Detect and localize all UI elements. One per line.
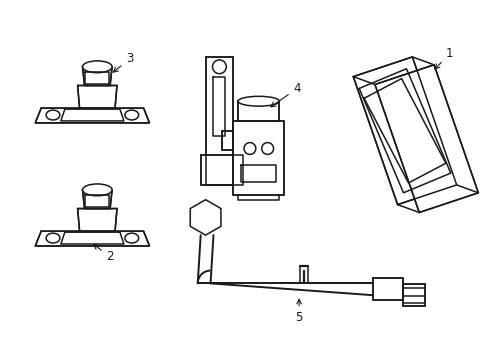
Polygon shape bbox=[78, 208, 117, 231]
Polygon shape bbox=[200, 156, 243, 185]
Ellipse shape bbox=[82, 61, 112, 73]
Polygon shape bbox=[35, 231, 149, 246]
Polygon shape bbox=[352, 57, 456, 204]
Text: 4: 4 bbox=[270, 82, 300, 107]
Polygon shape bbox=[78, 85, 117, 108]
Polygon shape bbox=[374, 65, 477, 212]
Text: 1: 1 bbox=[434, 48, 452, 69]
Text: 3: 3 bbox=[113, 53, 133, 72]
Polygon shape bbox=[233, 121, 284, 195]
Polygon shape bbox=[35, 108, 149, 123]
Polygon shape bbox=[82, 67, 112, 85]
Polygon shape bbox=[190, 200, 221, 235]
Ellipse shape bbox=[261, 143, 273, 154]
Polygon shape bbox=[222, 131, 233, 150]
Polygon shape bbox=[402, 284, 424, 306]
Ellipse shape bbox=[82, 184, 112, 196]
Ellipse shape bbox=[238, 96, 279, 106]
Ellipse shape bbox=[46, 110, 60, 120]
Polygon shape bbox=[372, 278, 402, 300]
Text: 2: 2 bbox=[93, 244, 114, 263]
Text: 5: 5 bbox=[295, 299, 302, 324]
Ellipse shape bbox=[124, 233, 139, 243]
Ellipse shape bbox=[46, 233, 60, 243]
Ellipse shape bbox=[212, 60, 226, 74]
Polygon shape bbox=[205, 57, 233, 185]
Ellipse shape bbox=[244, 143, 255, 154]
Polygon shape bbox=[238, 101, 279, 121]
Polygon shape bbox=[82, 190, 112, 208]
Ellipse shape bbox=[124, 110, 139, 120]
